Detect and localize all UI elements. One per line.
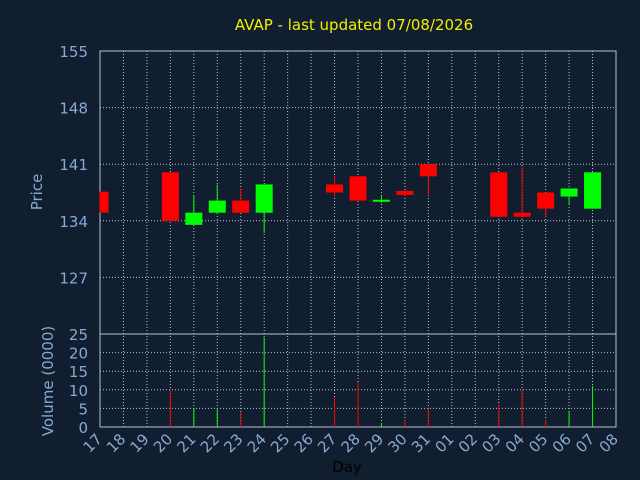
price-tick-label: 134: [59, 213, 88, 231]
price-tick-label: 148: [59, 100, 88, 118]
x-tick-label: 31: [408, 430, 434, 456]
x-tick-label: 06: [549, 430, 575, 456]
candle-body: [513, 212, 531, 217]
volume-tick-label: 5: [78, 400, 88, 418]
x-tick-label: 04: [502, 430, 528, 456]
candle-body: [372, 199, 390, 202]
volume-axis-label: Volume (0000): [39, 326, 57, 436]
x-tick-label: 27: [314, 430, 340, 456]
x-tick-label: 20: [150, 430, 176, 456]
x-tick-label: 05: [525, 430, 551, 456]
candle-body: [349, 176, 367, 201]
x-tick-label: 30: [385, 430, 411, 456]
axis-ticks: 1551481411341272520151050171819202122232…: [59, 43, 621, 456]
candle-body: [326, 184, 344, 193]
volume-tick-label: 0: [78, 419, 88, 437]
price-axis-label: Price: [28, 174, 46, 211]
x-tick-label: 24: [244, 430, 270, 456]
x-tick-label: 19: [127, 430, 153, 456]
price-tick-label: 141: [59, 156, 88, 174]
x-tick-label: 03: [478, 430, 504, 456]
x-tick-label: 02: [455, 430, 481, 456]
candle-body: [560, 188, 578, 197]
candle-body: [161, 172, 179, 221]
price-tick-label: 127: [59, 269, 88, 287]
x-tick-label: 25: [267, 430, 293, 456]
x-tick-label: 21: [173, 430, 199, 456]
volume-tick-label: 20: [69, 345, 88, 363]
x-tick-label: 07: [572, 430, 598, 456]
volume-tick-label: 15: [69, 363, 88, 381]
candle-body: [584, 172, 602, 209]
x-tick-label: 18: [103, 430, 129, 456]
grid: [99, 50, 617, 428]
x-tick-label: 01: [431, 430, 457, 456]
candle-body: [208, 200, 226, 213]
chart-marks: [99, 164, 602, 427]
price-tick-label: 155: [59, 43, 88, 61]
x-tick-label: 28: [338, 430, 364, 456]
candle-body: [396, 190, 414, 195]
candle-body: [100, 191, 109, 213]
candle-body: [537, 192, 555, 209]
x-tick-label: 23: [220, 430, 246, 456]
volume-tick-label: 10: [69, 382, 88, 400]
x-tick-label: 08: [596, 430, 622, 456]
candle-body: [185, 212, 203, 225]
candle-body: [419, 164, 437, 177]
candle-body: [490, 172, 508, 217]
x-tick-label: 22: [197, 430, 223, 456]
chart-title: AVAP - last updated 07/08/2026: [235, 16, 473, 34]
candle-body: [255, 184, 273, 213]
x-tick-label: 29: [361, 430, 387, 456]
x-axis-label: Day: [332, 458, 362, 476]
volume-tick-label: 25: [69, 326, 88, 344]
candle-body: [232, 200, 250, 213]
x-tick-label: 26: [291, 430, 317, 456]
